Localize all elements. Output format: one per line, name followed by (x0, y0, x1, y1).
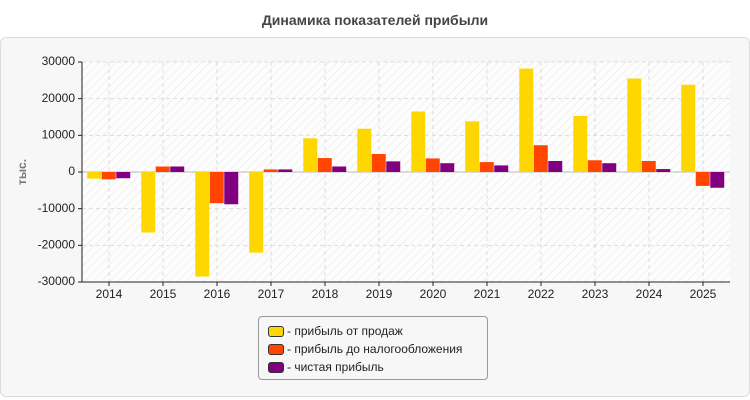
bar (249, 172, 264, 253)
bar (695, 172, 710, 186)
bar (116, 172, 131, 179)
bar (263, 169, 278, 172)
bar (371, 154, 386, 172)
y-tick-label: -30000 (38, 274, 76, 288)
bar (440, 163, 455, 172)
bar (573, 115, 588, 172)
x-tick-label: 2019 (366, 287, 393, 301)
bar (710, 172, 725, 188)
bar (494, 165, 509, 172)
bar-layer (87, 68, 725, 277)
x-tick-label: 2024 (636, 287, 663, 301)
y-tick-label: 10000 (42, 128, 76, 142)
bar (317, 158, 332, 172)
legend-swatch-net-profit (268, 361, 284, 373)
legend-item-pretax-profit: - прибыль до налогообложения (268, 340, 487, 358)
bar (479, 162, 494, 172)
bar (519, 68, 534, 172)
x-tick-label: 2015 (150, 287, 177, 301)
bar (332, 166, 347, 172)
x-tick-label: 2025 (690, 287, 717, 301)
legend-swatch-pretax-profit (268, 343, 284, 355)
x-tick-label: 2017 (258, 287, 285, 301)
x-tick-label: 2018 (312, 287, 339, 301)
bar (656, 169, 671, 172)
y-tick-label: 0 (68, 164, 75, 178)
legend-item-net-profit: - чистая прибыль (268, 358, 487, 376)
legend-label-net-profit: - чистая прибыль (287, 360, 384, 374)
bar (587, 160, 602, 172)
bar (465, 121, 480, 172)
bar (141, 172, 156, 233)
bar (641, 161, 656, 172)
y-tick-label: -20000 (38, 238, 76, 252)
legend-label-sales-profit: - прибыль от продаж (287, 324, 403, 338)
bar (87, 172, 102, 179)
x-tick-label: 2016 (204, 287, 231, 301)
tick-labels: 30000 20000 10000 0 -10000 -20000 -30000 2014 20… (38, 54, 717, 301)
bar (278, 169, 293, 172)
legend-item-sales-profit: - прибыль от продаж (268, 322, 487, 340)
chart-title: Динамика показателей прибыли (261, 12, 489, 28)
legend-label-pretax-profit: - прибыль до налогообложения (287, 342, 463, 356)
y-tick-label: -10000 (38, 201, 76, 215)
bar (303, 138, 318, 172)
x-tick-label: 2021 (474, 287, 501, 301)
bar (411, 111, 426, 172)
x-tick-label: 2020 (420, 287, 447, 301)
bar (170, 166, 185, 172)
bar (548, 161, 563, 172)
grid-lines (82, 61, 730, 283)
y-tick-label: 20000 (42, 91, 76, 105)
axes (78, 61, 730, 286)
x-tick-label: 2023 (582, 287, 609, 301)
x-tick-label: 2014 (96, 287, 123, 301)
bar (425, 158, 440, 172)
bar (209, 172, 224, 204)
bar (681, 84, 696, 172)
bar (155, 166, 170, 172)
bar (602, 163, 617, 172)
y-tick-label: 30000 (42, 54, 76, 68)
bar (195, 172, 210, 277)
legend: - прибыль от продаж - прибыль до налогоо… (258, 316, 488, 380)
bar (533, 145, 548, 172)
bar (627, 78, 642, 172)
x-tick-label: 2022 (528, 287, 555, 301)
bar (224, 172, 239, 205)
bar (101, 172, 116, 180)
bar (357, 128, 372, 172)
y-axis-label: тыс. (15, 159, 29, 185)
legend-swatch-sales-profit (268, 325, 284, 337)
bar (386, 161, 401, 172)
